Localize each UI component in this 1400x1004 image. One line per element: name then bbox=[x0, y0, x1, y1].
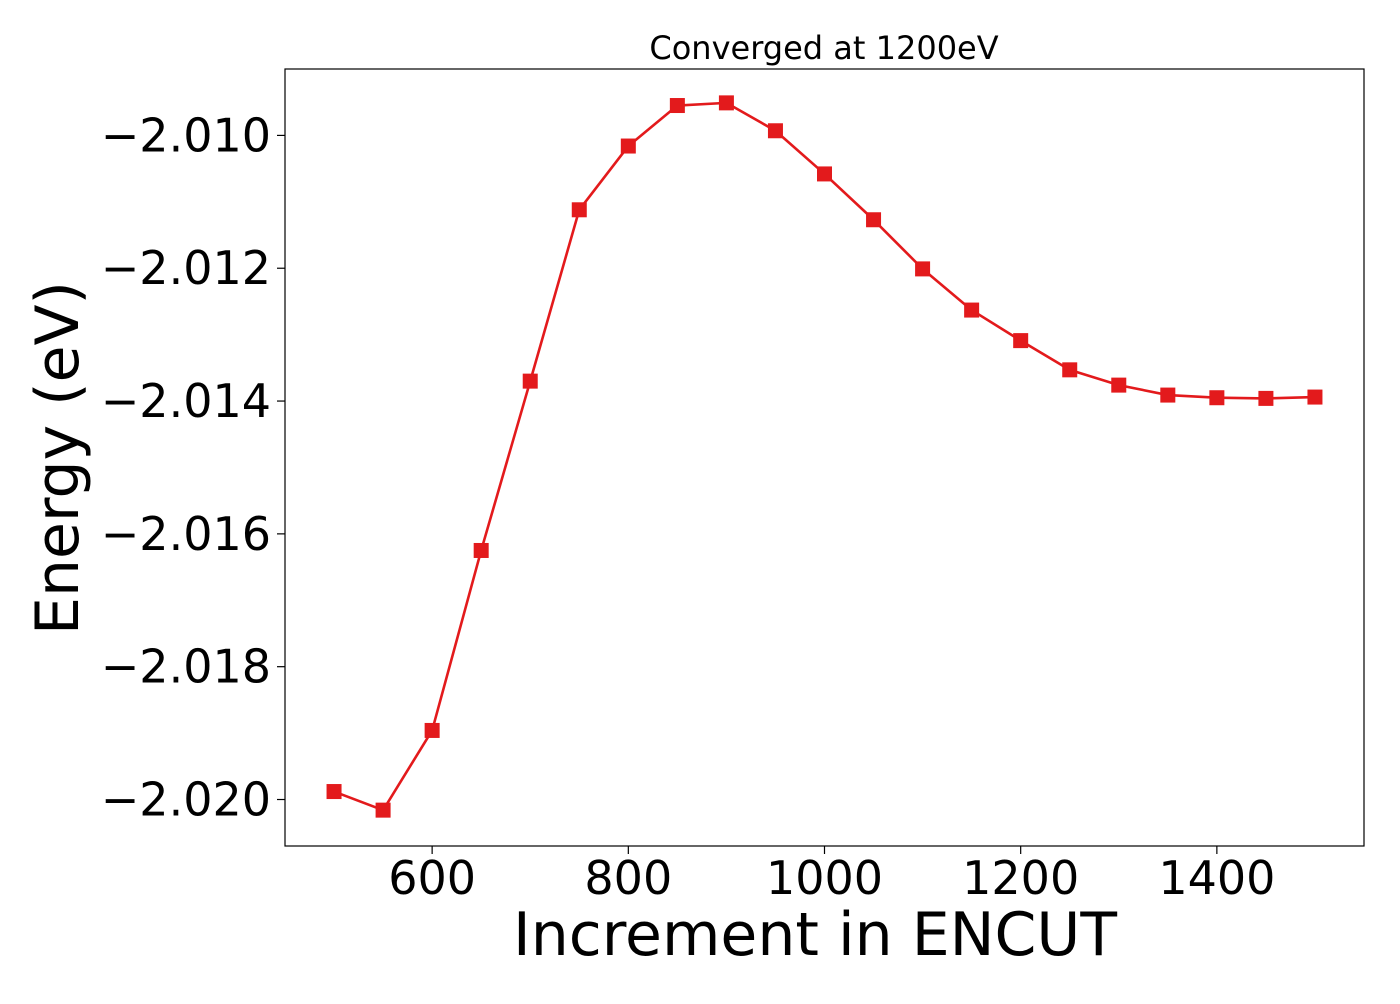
x-tick-label: 1000 bbox=[766, 851, 883, 905]
x-tick-label: 600 bbox=[388, 851, 476, 905]
y-tick-label: −2.010 bbox=[101, 108, 271, 162]
data-point-marker bbox=[767, 123, 783, 139]
data-point-marker bbox=[473, 542, 489, 558]
series-group bbox=[326, 95, 1323, 818]
data-point-marker bbox=[1307, 389, 1323, 405]
x-tick-label: 1200 bbox=[962, 851, 1079, 905]
plot-frame bbox=[284, 68, 1365, 847]
data-point-marker bbox=[817, 166, 832, 182]
data-point-marker bbox=[1111, 377, 1127, 393]
y-axis-ticks: −2.010 −2.012 −2.014 −2.016 −2.018 −2.020 bbox=[101, 108, 285, 827]
data-point-marker bbox=[1258, 390, 1274, 406]
data-point-marker bbox=[424, 722, 440, 738]
data-point-marker bbox=[375, 802, 391, 818]
data-point-marker bbox=[1209, 390, 1225, 406]
y-tick-label: −2.012 bbox=[101, 241, 271, 295]
y-tick-label: −2.016 bbox=[101, 507, 271, 561]
data-point-marker bbox=[718, 95, 734, 111]
data-point-marker bbox=[866, 212, 882, 228]
data-point-marker bbox=[1160, 387, 1176, 403]
x-tick-label: 1400 bbox=[1158, 851, 1275, 905]
data-point-marker bbox=[964, 302, 980, 318]
x-axis-label: Increment in ENCUT bbox=[513, 900, 1117, 970]
data-point-marker bbox=[620, 138, 636, 154]
x-tick-label: 800 bbox=[584, 851, 672, 905]
y-axis-label: Energy (eV) bbox=[23, 281, 93, 635]
y-tick-label: −2.018 bbox=[101, 640, 271, 694]
data-point-marker bbox=[1062, 362, 1078, 378]
data-point-marker bbox=[326, 784, 342, 800]
data-point-marker bbox=[571, 202, 587, 218]
data-point-marker bbox=[1013, 333, 1029, 349]
data-point-marker bbox=[669, 98, 685, 114]
chart-title: Converged at 1200eV bbox=[649, 29, 998, 67]
y-tick-label: −2.014 bbox=[101, 374, 271, 428]
data-point-marker bbox=[522, 373, 538, 389]
x-axis-ticks: 600 800 1000 1200 1400 bbox=[388, 846, 1275, 905]
y-tick-label: −2.020 bbox=[101, 773, 271, 827]
data-point-marker bbox=[915, 261, 931, 277]
